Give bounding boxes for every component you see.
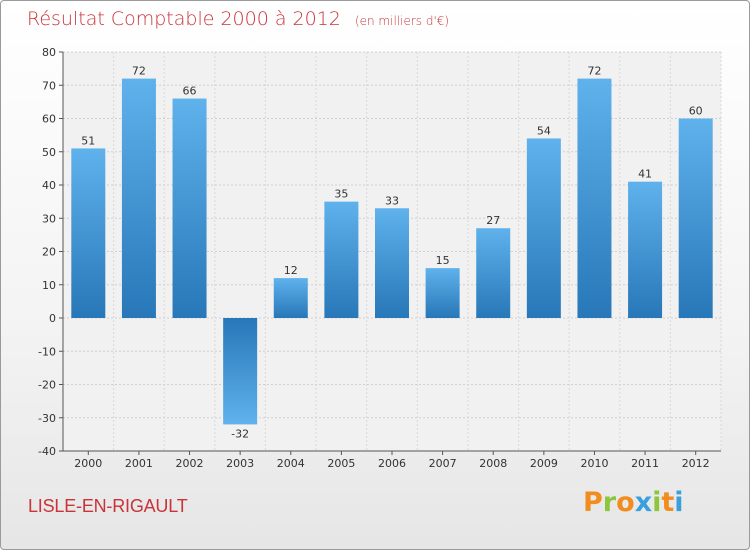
bar <box>476 228 511 318</box>
bar <box>375 208 409 318</box>
y-tick-label: -10 <box>38 345 56 358</box>
bars <box>71 78 713 425</box>
x-tick-label: 2002 <box>176 457 204 470</box>
y-tick-label: 30 <box>42 212 56 225</box>
x-tick-label: 2008 <box>479 457 507 470</box>
data-label: 72 <box>132 65 146 78</box>
place-name: LISLE-EN-RIGAULT <box>28 496 188 516</box>
data-label: -32 <box>231 427 249 440</box>
logo-letter: o <box>616 487 635 518</box>
bar <box>425 268 460 318</box>
data-label: 51 <box>81 134 95 147</box>
data-labels: 51 72 66 -32 12 35 33 15 27 54 72 41 60 <box>81 65 702 441</box>
data-label: 41 <box>638 168 652 181</box>
data-label: 33 <box>385 194 399 207</box>
y-tick-label: -20 <box>38 379 56 392</box>
logo-letter: i <box>652 487 662 518</box>
y-tick-label: -40 <box>38 445 56 458</box>
x-tick-label: 2012 <box>682 457 710 470</box>
bar <box>273 278 308 318</box>
y-tick-label: 0 <box>49 312 56 325</box>
x-tick-label: 2003 <box>226 457 254 470</box>
x-tick-label: 2009 <box>530 457 558 470</box>
x-tick-label: 2010 <box>580 457 608 470</box>
x-tick-label: 2011 <box>631 457 659 470</box>
logo-letter: i <box>674 487 684 518</box>
x-tick-label: 2006 <box>378 457 406 470</box>
bar <box>678 118 713 318</box>
data-label: 27 <box>486 214 500 227</box>
bar <box>628 181 663 318</box>
logo-letter: x <box>634 487 653 518</box>
data-label: 72 <box>587 65 601 78</box>
chart-subtitle: (en milliers d'€) <box>354 14 450 28</box>
logo-letter: P <box>583 487 603 518</box>
x-tick-label: 2005 <box>327 457 355 470</box>
y-tick-label: 40 <box>42 179 56 192</box>
data-label: 35 <box>334 188 348 201</box>
bar <box>324 201 359 318</box>
bar <box>526 138 561 318</box>
data-label: 12 <box>284 264 298 277</box>
chart-title-text: Résultat Comptable 2000 à 2012 <box>27 8 341 30</box>
bar <box>223 318 258 425</box>
x-tick-label: 2000 <box>74 457 102 470</box>
y-tick-label: 10 <box>42 279 56 292</box>
proxiti-logo: Proxiti <box>583 487 684 518</box>
y-tick-label: -30 <box>38 412 56 425</box>
bar <box>71 148 106 318</box>
x-tick-label: 2007 <box>429 457 457 470</box>
logo-letter: t <box>661 487 675 518</box>
bar <box>577 78 612 318</box>
data-label: 15 <box>436 254 450 267</box>
y-tick-label: 60 <box>42 113 56 126</box>
logo-letter: r <box>602 487 617 518</box>
y-tick-label: 50 <box>42 146 56 159</box>
bar <box>121 78 156 318</box>
y-tick-label: 80 <box>42 46 56 59</box>
y-tick-label: 70 <box>42 79 56 92</box>
bar <box>172 98 207 318</box>
x-tick-label: 2004 <box>277 457 305 470</box>
data-label: 54 <box>537 124 551 137</box>
chart-title: Résultat Comptable 2000 à 2012 (en milli… <box>27 8 449 30</box>
x-tick-label: 2001 <box>125 457 153 470</box>
data-label: 60 <box>689 105 703 118</box>
data-label: 66 <box>183 85 197 98</box>
y-tick-label: 20 <box>42 246 56 259</box>
